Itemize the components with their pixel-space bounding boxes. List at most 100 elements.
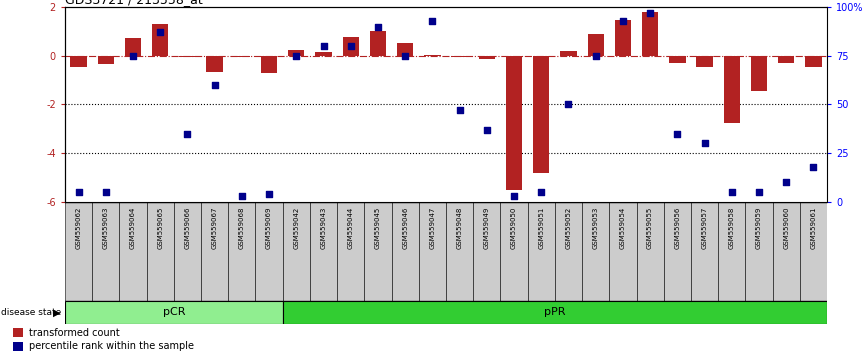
Point	[398, 53, 412, 58]
Text: GSM559068: GSM559068	[239, 207, 245, 249]
Text: transformed count: transformed count	[29, 328, 120, 338]
Bar	[13, 342, 23, 351]
Text: pCR: pCR	[163, 307, 185, 318]
Text: GSM559059: GSM559059	[756, 207, 762, 249]
Bar	[615, 20, 631, 56]
Bar	[98, 56, 114, 64]
Bar	[746, 202, 772, 301]
Text: GSM559061: GSM559061	[811, 207, 817, 249]
Text: GSM559047: GSM559047	[430, 207, 436, 249]
Text: GSM559065: GSM559065	[158, 207, 163, 249]
Text: GSM559051: GSM559051	[539, 207, 544, 249]
Bar	[315, 52, 332, 56]
Text: GSM559044: GSM559044	[348, 207, 353, 249]
Bar	[800, 202, 827, 301]
Text: GSM559052: GSM559052	[565, 207, 572, 249]
Point	[317, 43, 331, 49]
Text: disease state: disease state	[1, 308, 61, 317]
Point	[507, 193, 521, 199]
Bar	[724, 56, 740, 123]
Bar	[718, 202, 746, 301]
Bar	[234, 56, 250, 57]
Text: GSM559046: GSM559046	[402, 207, 408, 249]
Bar	[610, 202, 637, 301]
Point	[480, 127, 494, 133]
Text: GDS3721 / 213558_at: GDS3721 / 213558_at	[65, 0, 203, 6]
Bar	[778, 56, 794, 63]
Text: GSM559062: GSM559062	[75, 207, 81, 249]
Point	[725, 189, 739, 195]
Text: pPR: pPR	[544, 307, 565, 318]
Point	[670, 131, 684, 137]
Bar	[391, 202, 419, 301]
Point	[561, 102, 575, 107]
Bar	[179, 56, 196, 57]
Bar	[582, 202, 610, 301]
Bar	[343, 37, 359, 56]
Point	[262, 191, 276, 197]
Bar	[473, 202, 501, 301]
Point	[752, 189, 766, 195]
Bar	[125, 38, 141, 56]
Bar	[92, 202, 120, 301]
Text: GSM559043: GSM559043	[320, 207, 326, 249]
Bar	[419, 202, 446, 301]
Bar	[642, 12, 658, 56]
Text: GSM559049: GSM559049	[484, 207, 490, 249]
Text: GSM559058: GSM559058	[729, 207, 734, 249]
Bar	[669, 56, 686, 63]
Text: GSM559048: GSM559048	[456, 207, 462, 249]
Bar	[560, 51, 577, 56]
Text: GSM559045: GSM559045	[375, 207, 381, 249]
Point	[99, 189, 113, 195]
Bar	[229, 202, 255, 301]
Bar	[13, 329, 23, 337]
Bar	[501, 202, 527, 301]
Text: GSM559055: GSM559055	[647, 207, 653, 249]
Bar	[451, 56, 468, 57]
Bar	[479, 56, 495, 59]
Bar	[555, 202, 582, 301]
Bar	[152, 24, 168, 56]
Point	[616, 18, 630, 23]
Bar	[424, 55, 441, 56]
Point	[344, 43, 358, 49]
Bar	[261, 56, 277, 73]
Text: GSM559066: GSM559066	[184, 207, 191, 249]
Point	[453, 108, 467, 113]
Point	[806, 164, 820, 170]
Bar	[696, 56, 713, 67]
Bar	[288, 50, 305, 56]
Text: GSM559069: GSM559069	[266, 207, 272, 249]
Bar	[533, 56, 549, 173]
Text: GSM559064: GSM559064	[130, 207, 136, 249]
Bar	[120, 202, 146, 301]
Point	[779, 179, 793, 185]
Bar	[282, 301, 827, 324]
Bar	[370, 32, 386, 56]
Bar	[751, 56, 767, 91]
Bar	[255, 202, 282, 301]
Point	[289, 53, 303, 58]
Bar	[446, 202, 473, 301]
Bar	[365, 202, 391, 301]
Bar	[201, 202, 229, 301]
Bar	[337, 202, 365, 301]
Point	[534, 189, 548, 195]
Bar	[310, 202, 337, 301]
Text: GSM559054: GSM559054	[620, 207, 626, 249]
Bar	[397, 43, 413, 56]
Bar	[772, 202, 800, 301]
Point	[698, 141, 712, 146]
Point	[180, 131, 194, 137]
Point	[72, 189, 86, 195]
Bar	[587, 34, 604, 56]
Point	[235, 193, 249, 199]
Text: GSM559056: GSM559056	[675, 207, 681, 249]
Text: GSM559050: GSM559050	[511, 207, 517, 249]
Bar	[206, 56, 223, 72]
Bar	[65, 202, 92, 301]
Text: ▶: ▶	[53, 307, 61, 318]
Text: percentile rank within the sample: percentile rank within the sample	[29, 342, 194, 352]
Point	[371, 24, 385, 29]
